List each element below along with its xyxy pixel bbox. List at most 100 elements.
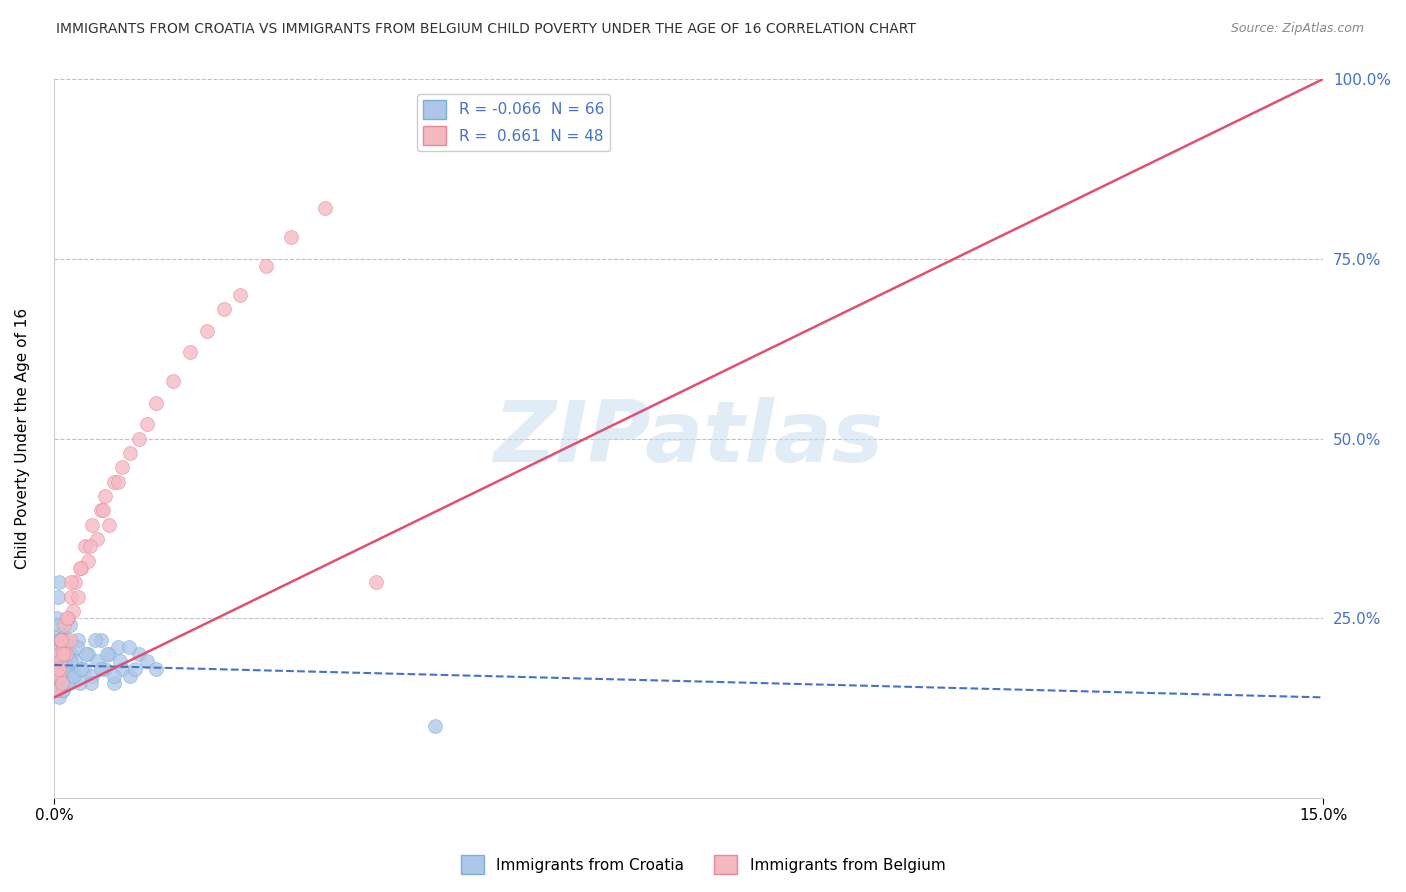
Point [56,676,79,690]
Point [51,669,73,683]
Point [56,640,79,654]
Point [46,662,69,676]
Point [48,575,70,590]
Point [120,669,142,683]
Point [45,662,67,676]
Point [69,561,91,575]
Point [86,655,108,669]
Point [423,719,446,733]
Text: ZIPatlas: ZIPatlas [494,397,884,480]
Point [77,554,100,568]
Y-axis label: Child Poverty Under the Age of 16: Child Poverty Under the Age of 16 [15,308,30,569]
Point [62,669,84,683]
Text: IMMIGRANTS FROM CROATIA VS IMMIGRANTS FROM BELGIUM CHILD POVERTY UNDER THE AGE O: IMMIGRANTS FROM CROATIA VS IMMIGRANTS FR… [56,22,917,37]
Point [103,669,125,683]
Point [58,618,80,632]
Point [124,662,146,676]
Point [118,640,141,654]
Point [69,676,91,690]
Point [111,662,134,676]
Point [46,590,69,604]
Point [49,625,72,640]
Point [66,632,89,647]
Point [82,517,104,532]
Legend: R = -0.066  N = 66, R =  0.661  N = 48: R = -0.066 N = 66, R = 0.661 N = 48 [418,94,610,151]
Point [136,417,159,431]
Point [56,662,79,676]
Point [65,575,87,590]
Point [55,647,77,661]
Point [48,690,70,705]
Point [128,432,150,446]
Point [51,662,73,676]
Point [103,676,125,690]
Point [48,632,70,647]
Point [49,655,72,669]
Point [53,662,76,676]
Point [195,324,218,338]
Point [52,647,75,661]
Point [52,683,75,698]
Point [49,640,72,654]
Point [53,655,76,669]
Point [56,611,79,625]
Legend: Immigrants from Croatia, Immigrants from Belgium: Immigrants from Croatia, Immigrants from… [454,849,952,880]
Point [82,669,104,683]
Point [90,662,112,676]
Text: Source: ZipAtlas.com: Source: ZipAtlas.com [1230,22,1364,36]
Point [49,669,72,683]
Point [65,655,87,669]
Point [48,647,70,661]
Point [103,475,125,489]
Point [73,662,96,676]
Point [77,647,100,661]
Point [111,460,134,475]
Point [51,676,73,690]
Point [56,611,79,625]
Point [73,540,96,554]
Point [110,655,132,669]
Point [145,662,167,676]
Point [94,489,117,503]
Point [107,640,129,654]
Point [120,446,142,460]
Point [48,618,70,632]
Point [49,655,72,669]
Point [55,632,77,647]
Point [59,655,82,669]
Point [45,611,67,625]
Point [52,640,75,654]
Point [62,604,84,618]
Point [46,647,69,661]
Point [90,632,112,647]
Point [60,575,83,590]
Point [212,302,235,317]
Point [84,632,107,647]
Point [94,662,117,676]
Point [66,590,89,604]
Point [107,475,129,489]
Point [62,669,84,683]
Point [162,374,184,388]
Point [93,503,115,517]
Point [48,662,70,676]
Point [70,561,93,575]
Point [48,669,70,683]
Point [98,517,121,532]
Point [280,230,302,244]
Point [86,532,108,546]
Point [53,618,76,632]
Point [79,676,101,690]
Point [229,287,252,301]
Point [70,662,93,676]
Point [90,503,112,517]
Point [55,676,77,690]
Point [60,590,83,604]
Point [48,655,70,669]
Point [128,647,150,661]
Point [49,632,72,647]
Point [53,632,76,647]
Point [145,395,167,409]
Point [52,683,75,698]
Point [52,647,75,661]
